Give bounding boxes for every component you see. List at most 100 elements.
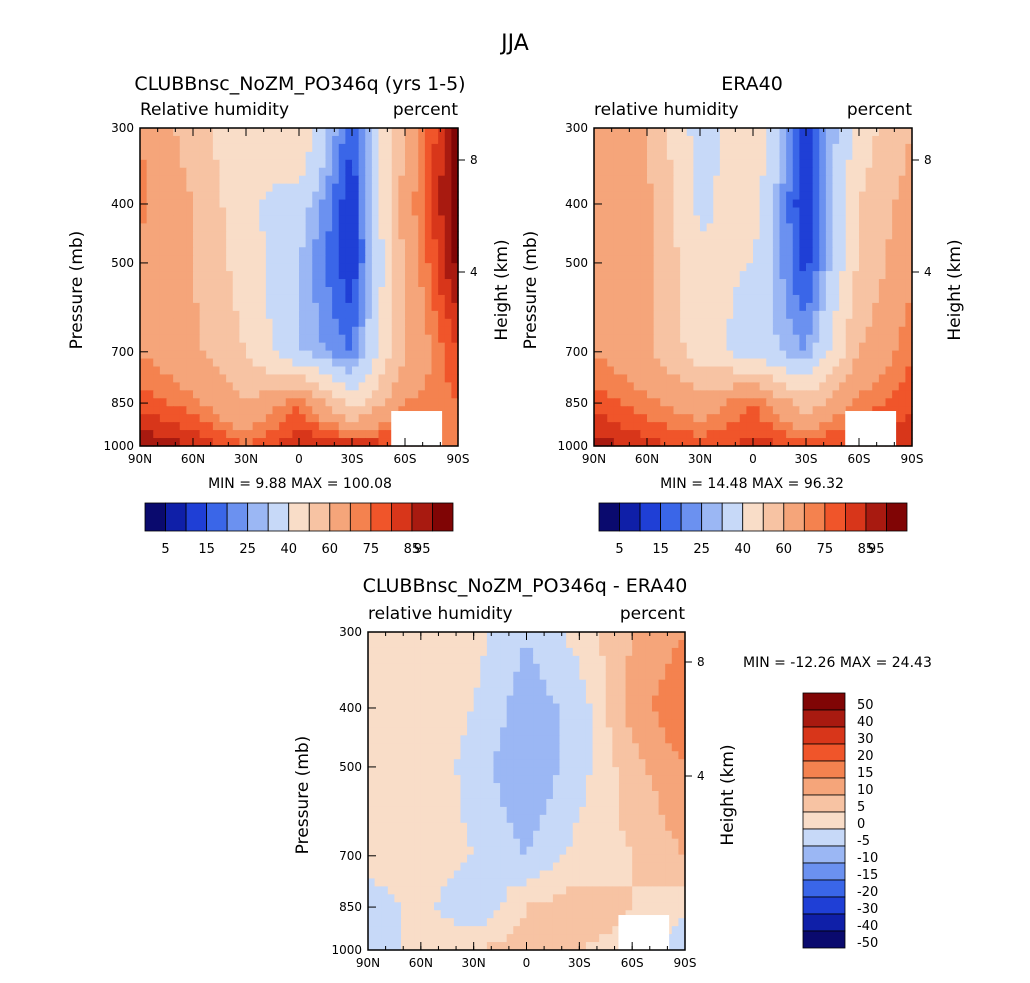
contour-cell (394, 727, 402, 736)
contour-cell (467, 767, 475, 776)
contour-cell (786, 279, 794, 288)
contour-cell (140, 223, 148, 232)
contour-cell (519, 663, 528, 673)
contour-cell (179, 231, 187, 240)
contour-cell (618, 632, 627, 641)
contour-cell (612, 655, 620, 665)
contour-cell (212, 263, 221, 272)
contour-cell (378, 159, 386, 169)
contour-cell (779, 414, 787, 423)
contour-cell (733, 151, 741, 161)
contour-cell (633, 263, 641, 272)
contour-cell (358, 350, 366, 360)
contour-cell (700, 310, 708, 320)
contour-cell (633, 279, 641, 288)
contour-cell (753, 271, 761, 280)
contour-cell (179, 239, 187, 248)
contour-cell (819, 294, 827, 304)
contour-cell (352, 366, 360, 376)
contour-cell (746, 382, 754, 391)
contour-cell (852, 350, 860, 360)
contour-cell (533, 695, 541, 705)
contour-cell (166, 366, 174, 376)
contour-cell (713, 406, 721, 415)
colorbar-swatch (845, 502, 867, 532)
contour-cell (839, 223, 847, 232)
contour-cell (358, 430, 366, 439)
contour-cell (385, 271, 393, 280)
contour-cell (279, 167, 287, 177)
contour-cell (265, 294, 274, 304)
contour-cell (146, 271, 154, 280)
contour-cell (700, 128, 708, 137)
contour-cell (374, 632, 382, 641)
contour-cell (706, 167, 714, 177)
contour-cell (633, 302, 641, 312)
contour-cell (440, 703, 448, 713)
contour-cell (700, 175, 708, 185)
contour-cell (444, 263, 452, 272)
contour-cell (832, 151, 840, 161)
contour-cell (653, 406, 661, 415)
contour-cell (825, 215, 834, 224)
contour-cell (358, 302, 366, 312)
contour-cell (632, 735, 640, 744)
contour-cell (905, 231, 913, 240)
contour-cell (806, 310, 814, 320)
contour-cell (451, 350, 459, 360)
contour-cell (892, 255, 900, 264)
contour-cell (819, 366, 827, 376)
contour-cell (772, 143, 781, 153)
contour-cell (666, 287, 675, 296)
contour-cell (792, 318, 800, 328)
contour-cell (473, 687, 481, 697)
contour-cell (719, 263, 728, 272)
contour-cell (653, 271, 661, 280)
contour-cell (332, 207, 340, 217)
contour-cell (806, 326, 814, 336)
contour-cell (407, 671, 415, 681)
contour-cell (772, 382, 781, 391)
contour-cell (199, 167, 207, 177)
contour-cell (673, 438, 681, 447)
contour-cell (526, 711, 534, 721)
contour-cell (892, 342, 900, 352)
contour-cell (186, 430, 194, 439)
y-tick-label: 500 (111, 256, 134, 270)
contour-cell (772, 255, 781, 264)
contour-cell (232, 271, 240, 280)
contour-cell (792, 207, 800, 217)
contour-cell (186, 342, 194, 352)
contour-cell (212, 191, 221, 201)
contour-cell (440, 679, 448, 689)
contour-cell (292, 302, 300, 312)
contour-cell (305, 128, 313, 137)
contour-cell (746, 310, 754, 320)
contour-cell (345, 430, 353, 439)
contour-cell (533, 663, 541, 673)
contour-cell (453, 783, 462, 792)
contour-cell (559, 663, 567, 673)
contour-cell (153, 135, 161, 145)
contour-cell (305, 183, 313, 193)
contour-cell (259, 406, 267, 415)
contour-cell (513, 663, 521, 673)
contour-cell (444, 223, 452, 232)
contour-cell (401, 663, 409, 673)
contour-cell (305, 382, 313, 391)
contour-cell (279, 406, 287, 415)
contour-cell (766, 438, 774, 447)
contour-cell (259, 151, 267, 161)
contour-cell (832, 271, 840, 280)
contour-cell (385, 263, 393, 272)
contour-cell (671, 727, 679, 736)
contour-cell (193, 358, 201, 368)
contour-cell (898, 398, 906, 407)
contour-cell (792, 175, 800, 185)
contour-cell (411, 279, 419, 288)
contour-cell (173, 350, 181, 360)
contour-cell (526, 687, 534, 697)
contour-cell (605, 767, 613, 776)
contour-cell (212, 366, 221, 376)
contour-cell (613, 247, 622, 256)
